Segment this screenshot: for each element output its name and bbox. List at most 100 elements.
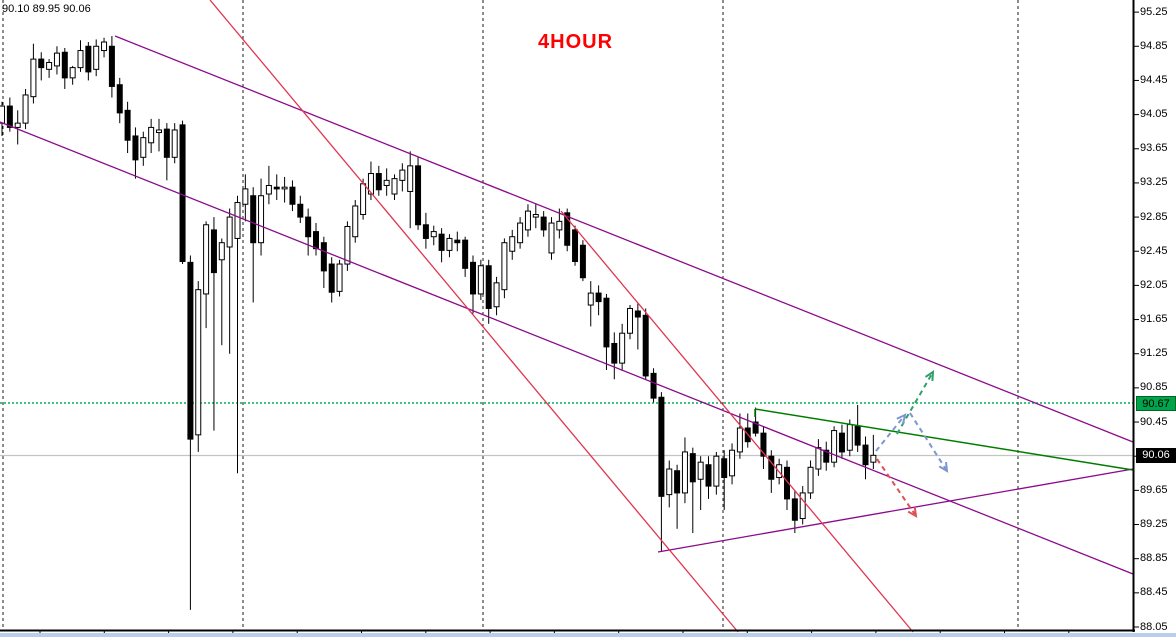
candle-down: [784, 466, 790, 500]
candle-down: [752, 421, 759, 434]
candle-down: [674, 470, 681, 494]
candle-up: [619, 332, 626, 364]
candle-up: [556, 220, 563, 231]
candle-up: [53, 52, 60, 67]
projection-down-blue-head: [938, 461, 949, 473]
candle-down: [642, 314, 649, 377]
projection-up-teal[interactable]: [896, 371, 934, 435]
candle-up: [140, 137, 147, 158]
projection-up-blue-head: [896, 413, 907, 425]
candle-up: [681, 451, 688, 494]
candle-up: [101, 41, 108, 52]
ohlc-quote-text: 90.10 89.95 90.06: [2, 3, 91, 15]
channel-top[interactable]: [114, 35, 1134, 443]
candle-up: [344, 225, 351, 265]
projection-up-blue[interactable]: [875, 414, 906, 452]
candle-down: [705, 464, 712, 487]
candle-up: [532, 214, 539, 218]
candle-up: [195, 289, 202, 436]
price-axis-label: 92.05: [1140, 278, 1168, 291]
price-axis-label: 95.25: [1140, 5, 1168, 18]
candle-up: [383, 179, 390, 186]
candle-down: [250, 195, 257, 244]
candle-down: [611, 342, 618, 364]
candle-down: [485, 265, 492, 309]
candle-up: [336, 263, 343, 292]
candle-down: [375, 173, 382, 191]
candle-up: [203, 224, 210, 295]
candle-up: [713, 455, 720, 487]
steep-decline-1[interactable]: [209, 0, 739, 633]
candle-up: [171, 129, 178, 158]
candle-down: [595, 292, 602, 303]
candle-up: [22, 94, 29, 124]
candle-up: [69, 67, 76, 79]
price-axis-label: 89.25: [1140, 518, 1168, 531]
candle-up: [226, 216, 233, 248]
wedge-resistance-green[interactable]: [754, 408, 1134, 471]
candle-up: [391, 178, 398, 195]
window-bottom-edge: [0, 633, 1176, 637]
candle-down: [721, 458, 728, 479]
candle-down: [210, 229, 217, 274]
price-axis-label: 93.25: [1140, 176, 1168, 189]
candle-down: [289, 186, 296, 205]
candle-down: [854, 425, 861, 446]
candle-up: [799, 492, 806, 520]
candle-down: [862, 444, 869, 466]
candle-up: [234, 202, 241, 239]
candle-up: [493, 282, 500, 308]
price-axis-label: 90.85: [1140, 381, 1168, 394]
candle-down: [328, 263, 335, 293]
candle-up: [93, 45, 100, 70]
candle-up: [807, 466, 814, 494]
timeframe-label: 4HOUR: [538, 31, 614, 53]
candle-up: [587, 292, 594, 306]
candle-down: [572, 229, 579, 262]
candle-down: [124, 109, 131, 141]
price-axis-label: 90.45: [1140, 415, 1168, 428]
candle-down: [658, 396, 665, 497]
projection-down-blue[interactable]: [909, 412, 948, 472]
projection-up-teal-head: [924, 370, 935, 382]
projection-down-red[interactable]: [876, 458, 917, 517]
candle-down: [603, 297, 610, 348]
wedge-support-ascending[interactable]: [657, 468, 1134, 553]
candle-up: [407, 165, 414, 192]
candle-down: [791, 498, 798, 521]
steep-decline-2[interactable]: [560, 210, 914, 633]
candle-up: [697, 461, 704, 480]
price-axis-label: 94.05: [1140, 108, 1168, 121]
candle-down: [132, 135, 139, 161]
price-axis-label: 92.45: [1140, 244, 1168, 257]
candle-up: [265, 184, 272, 195]
candle-up: [14, 122, 21, 128]
candle-down: [108, 45, 115, 87]
price-axis-label: 91.25: [1140, 347, 1168, 360]
candle-up: [0, 105, 5, 124]
candle-down: [273, 186, 280, 190]
candle-up: [627, 307, 633, 334]
candle-down: [579, 244, 586, 279]
candle-down: [760, 432, 767, 457]
candle-down: [823, 449, 830, 463]
candle-down: [564, 212, 571, 246]
candle-down: [305, 216, 312, 238]
candle-down: [313, 231, 319, 250]
candle-down: [415, 165, 422, 226]
candles: [0, 36, 877, 610]
current-price-badge: 90.06: [1136, 447, 1176, 463]
candle-down: [422, 224, 429, 239]
price-axis-label: 93.65: [1140, 142, 1168, 155]
candle-up: [148, 126, 155, 144]
candle-up: [846, 424, 853, 451]
channel-bottom[interactable]: [0, 121, 1134, 575]
price-axis-label: 88.05: [1140, 620, 1168, 633]
candle-down: [187, 261, 194, 440]
candle-up: [477, 265, 484, 295]
candle-up: [430, 231, 437, 238]
candle-down: [650, 372, 657, 399]
candle-up: [258, 195, 265, 244]
